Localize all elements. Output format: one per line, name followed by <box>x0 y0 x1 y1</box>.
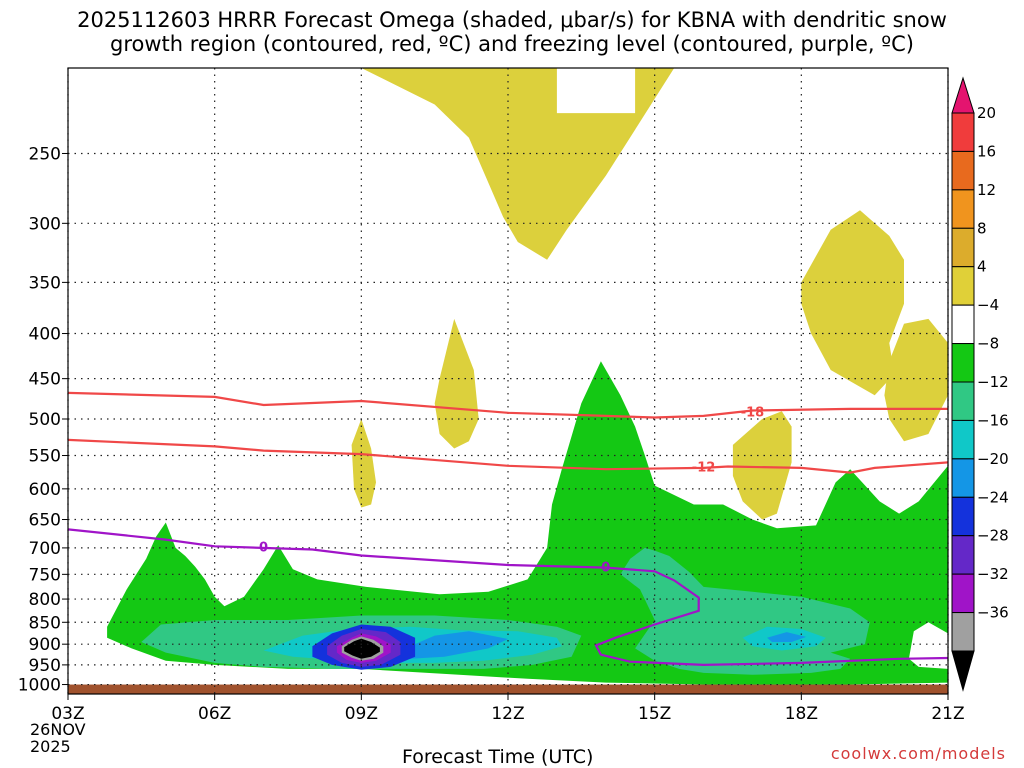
ground-band <box>68 684 948 694</box>
colorbar-box-9 <box>951 458 975 498</box>
omega-region-4 <box>351 419 376 508</box>
omega-region-3 <box>434 318 479 449</box>
colorbar-label-13: −36 <box>977 604 1009 622</box>
x-axis-label: Forecast Time (UTC) <box>402 746 594 768</box>
colorbar-box-8 <box>951 419 975 460</box>
contour-line-1 <box>68 438 948 474</box>
x-tick-label-06Z: 06Z <box>198 704 231 724</box>
x-date-label: 26NOV 2025 <box>30 721 86 755</box>
x-axis-ticks: 03Z 06Z 09Z 12Z 15Z 18Z 21Z <box>51 694 965 724</box>
x-tick-label-15Z: 15Z <box>638 704 671 724</box>
contour-label-2-b: 0 <box>601 561 610 576</box>
colorbar-box-7 <box>951 381 975 421</box>
contour-label-0: -18 <box>741 405 765 420</box>
colorbar-label-9: −20 <box>977 450 1009 468</box>
contour-line-0 <box>68 391 948 419</box>
colorbar-box-1 <box>951 150 975 191</box>
colorbar-label-0: 20 <box>977 104 996 122</box>
x-tick-label-18Z: 18Z <box>785 704 818 724</box>
colorbar-label-8: −16 <box>977 411 1009 429</box>
colorbar-box-5 <box>951 304 975 345</box>
y-tick-label-950: 950 <box>29 656 61 676</box>
colorbar-box-6 <box>951 343 975 383</box>
colorbar-label-2: 12 <box>977 181 996 199</box>
colorbar-box-4 <box>951 266 975 306</box>
contour-line-2 <box>68 528 948 667</box>
colorbar-label-1: 16 <box>977 142 996 160</box>
colorbar-label-11: −28 <box>977 527 1009 545</box>
omega-region-17 <box>344 638 380 659</box>
chart-title-line-1: 2025112603 HRRR Forecast Omega (shaded, … <box>77 8 947 32</box>
x-date-day: 26NOV <box>30 720 86 739</box>
omega-shading <box>107 68 948 685</box>
omega-region-1 <box>801 210 904 396</box>
y-tick-label-750: 750 <box>29 565 61 585</box>
contour-label-1: -12 <box>692 461 716 476</box>
colorbar-box-13 <box>951 612 975 652</box>
colorbar-label-12: −32 <box>977 565 1009 583</box>
ground-band-fill <box>68 684 948 694</box>
y-tick-label-850: 850 <box>29 613 61 633</box>
omega-region-2 <box>884 318 948 442</box>
y-tick-label-800: 800 <box>29 590 61 610</box>
y-tick-label-350: 350 <box>29 273 61 293</box>
colorbar-box-11 <box>951 535 975 575</box>
colorbar-bottom-triangle <box>951 650 975 692</box>
contour-label-2: 0 <box>259 540 268 555</box>
y-tick-label-900: 900 <box>29 635 61 655</box>
y-tick-label-1000: 1000 <box>18 676 61 696</box>
y-tick-label-600: 600 <box>29 480 61 500</box>
x-tick-label-09Z: 09Z <box>345 704 378 724</box>
colorbar-box-3 <box>951 227 975 268</box>
colorbar-label-5: −4 <box>977 296 999 314</box>
omega-region-0 <box>361 68 675 260</box>
omega-region-5 <box>732 411 792 520</box>
chart-title-line-2: growth region (contoured, red, ºC) and f… <box>110 32 914 56</box>
y-tick-label-500: 500 <box>29 410 61 430</box>
y-tick-label-400: 400 <box>29 325 61 345</box>
colorbar-label-3: 8 <box>977 219 987 237</box>
colorbar-label-7: −12 <box>977 373 1009 391</box>
colorbar-label-4: 4 <box>977 258 987 276</box>
x-tick-label-12Z: 12Z <box>491 704 524 724</box>
x-tick-label-21Z: 21Z <box>931 704 964 724</box>
colorbar-label-10: −24 <box>977 488 1009 506</box>
y-tick-label-550: 550 <box>29 447 61 467</box>
omega-region-11 <box>385 631 508 659</box>
colorbar-box-12 <box>951 573 975 614</box>
contour-lines: -18 -12 0 0 <box>68 391 948 667</box>
y-tick-label-450: 450 <box>29 370 61 390</box>
y-tick-label-650: 650 <box>29 511 61 531</box>
x-date-year: 2025 <box>30 737 71 756</box>
colorbar-box-10 <box>951 496 975 537</box>
y-tick-label-300: 300 <box>29 214 61 234</box>
y-axis-ticks: 2503003504004505005506006507007508008509… <box>18 144 68 696</box>
y-tick-label-700: 700 <box>29 539 61 559</box>
credit-link[interactable]: coolwx.com/models <box>830 744 1006 763</box>
omega-region-12 <box>767 632 807 642</box>
colorbar-box-2 <box>951 189 975 229</box>
x-tick-label-03Z: 03Z <box>51 704 84 724</box>
y-tick-label-250: 250 <box>29 144 61 164</box>
colorbar-label-6: −8 <box>977 335 999 353</box>
colorbar: 20 16 12 8 4 −4 −8 −12 −16 −20 −24 −28 −32 −36 <box>951 76 1009 692</box>
colorbar-top-triangle <box>951 76 975 114</box>
colorbar-box-0 <box>951 112 975 152</box>
